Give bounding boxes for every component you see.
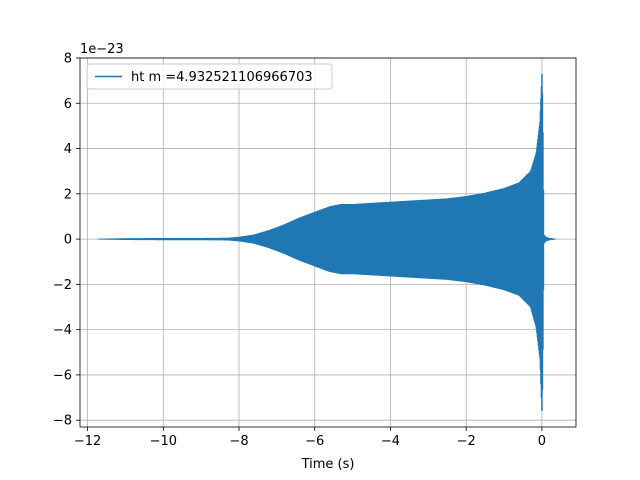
- y-tick-label: 8: [64, 52, 72, 67]
- x-tick-label: −2: [457, 434, 476, 449]
- x-axis: −12 −10 −8 −6 −4 −2 0: [74, 427, 546, 449]
- y-tick-label: −4: [53, 323, 72, 338]
- series-line: [98, 74, 556, 411]
- x-axis-label: Time (s): [301, 457, 355, 472]
- y-tick-label: 4: [64, 142, 72, 157]
- axes-frame: [79, 57, 577, 428]
- series-layer: [98, 74, 556, 411]
- x-tick-label: 0: [538, 434, 546, 449]
- legend-label: ht m =4.932521106966703: [131, 70, 313, 85]
- y-axis: −8 −6 −4 −2 0 2 4 6 8: [53, 52, 80, 429]
- x-tick-label: −8: [229, 434, 248, 449]
- x-tick-label: −12: [74, 434, 101, 449]
- legend-box: [86, 63, 333, 90]
- x-tick-label: −10: [150, 434, 177, 449]
- y-tick-label: 6: [64, 97, 72, 112]
- y-offset-text: 1e−23: [80, 42, 124, 57]
- y-tick-label: 2: [64, 187, 72, 202]
- y-tick-label: 0: [64, 233, 72, 248]
- y-tick-label: −6: [53, 368, 72, 383]
- legend: ht m =4.932521106966703: [86, 63, 333, 90]
- x-tick-label: −6: [305, 434, 324, 449]
- y-tick-label: −8: [53, 414, 72, 429]
- y-tick-label: −2: [53, 278, 72, 293]
- x-tick-label: −4: [381, 434, 400, 449]
